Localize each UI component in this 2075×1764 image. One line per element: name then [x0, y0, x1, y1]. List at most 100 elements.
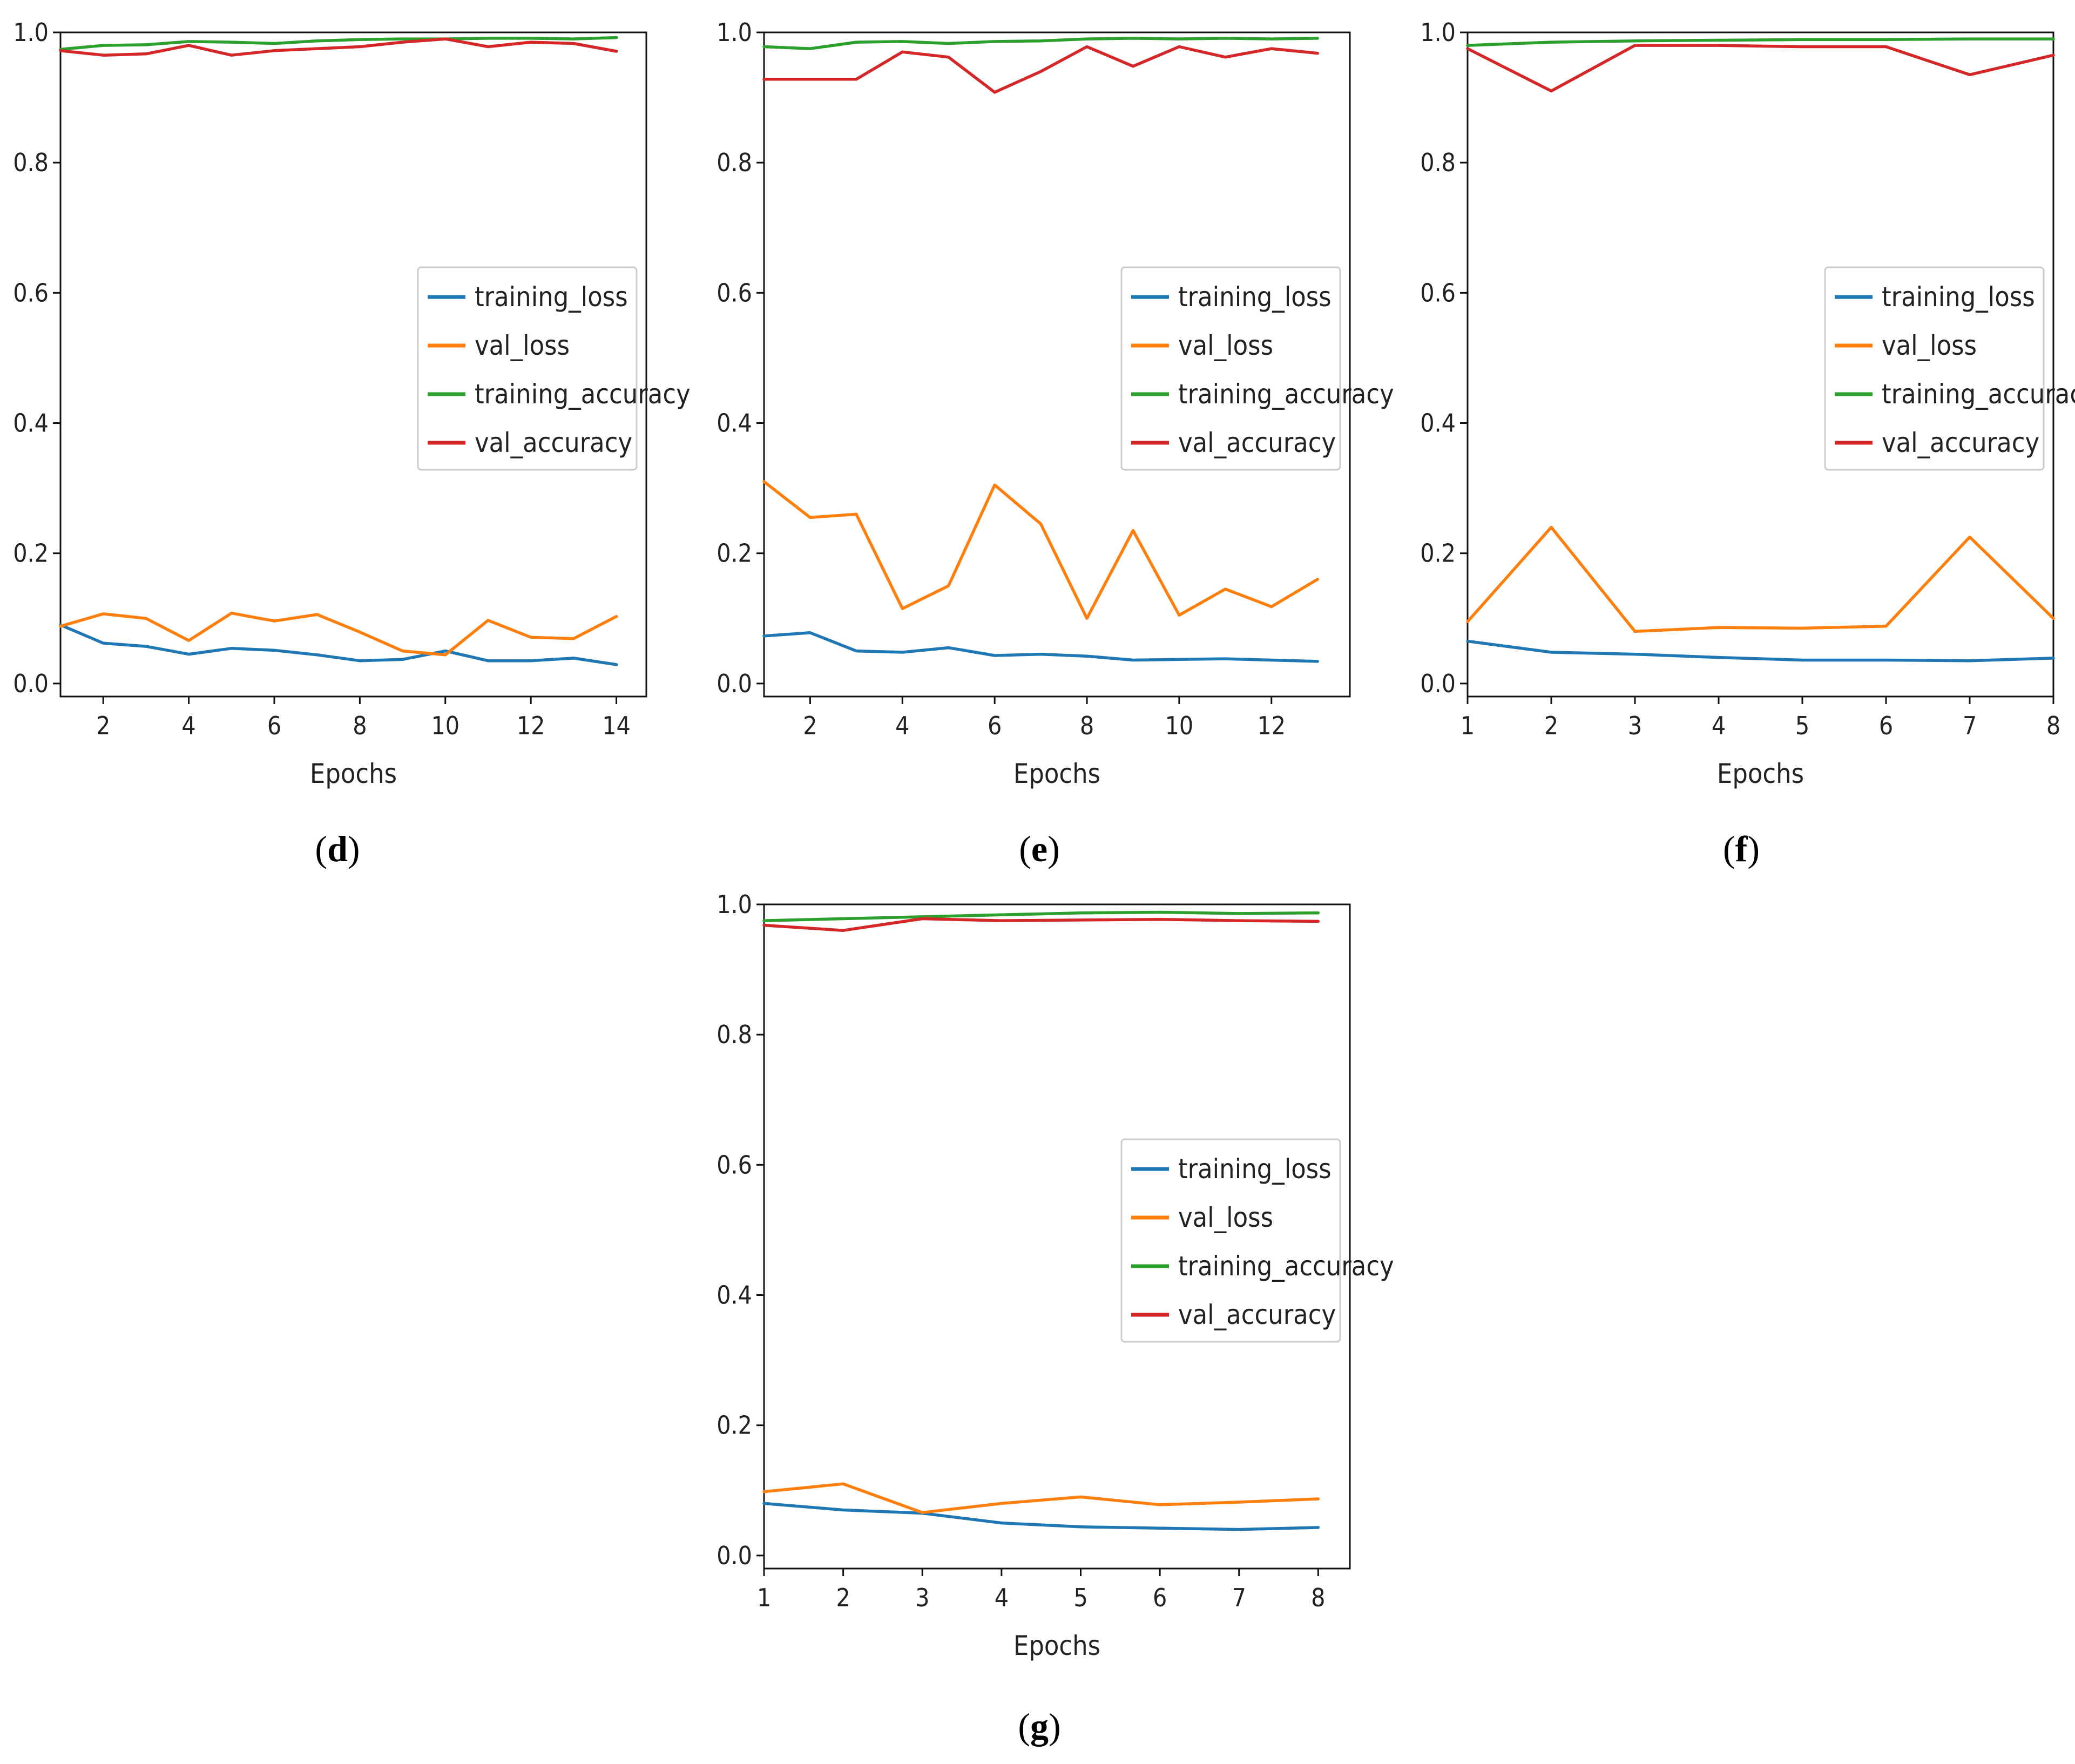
legend-label-val_loss: val_loss: [1178, 1202, 1273, 1233]
x-tick-label: 10: [1165, 711, 1194, 740]
x-tick-label: 6: [988, 711, 1002, 740]
x-tick-label: 3: [915, 1583, 929, 1612]
series-line-val_loss: [59, 611, 618, 657]
series-line-val_accuracy: [59, 37, 618, 57]
caption-paren-close: ): [348, 828, 360, 869]
legend-label-training_loss: training_loss: [1178, 281, 1331, 313]
x-tick-label: 7: [1963, 711, 1977, 740]
x-tick-label: 12: [517, 711, 545, 740]
x-tick-label: 2: [836, 1583, 850, 1612]
y-tick-label: 0.2: [717, 1411, 752, 1440]
x-tick-label: 6: [267, 711, 281, 740]
y-tick-label: 0.0: [13, 669, 49, 698]
caption-paren-open: (: [1723, 828, 1735, 869]
x-axis-title: Epochs: [1013, 1630, 1100, 1661]
x-tick-label: 6: [1153, 1583, 1167, 1612]
legend-label-val_accuracy: val_accuracy: [1178, 427, 1336, 458]
legend-label-val_accuracy: val_accuracy: [475, 427, 632, 458]
caption-paren-close: ): [1047, 828, 1060, 869]
plot-frame: [763, 903, 1351, 1570]
legend-box: [1120, 1138, 1341, 1343]
panel-caption: (g): [1018, 1706, 1060, 1747]
legend-label-val_loss: val_loss: [1882, 330, 1977, 361]
series-line-training_loss: [762, 1502, 1320, 1531]
y-tick-label: 0.2: [717, 539, 752, 568]
series-line-val_accuracy: [762, 45, 1319, 94]
y-tick-label: 0.6: [13, 278, 49, 307]
x-tick-label: 2: [803, 711, 817, 740]
x-tick-label: 8: [353, 711, 367, 740]
panel-caption: (e): [1019, 828, 1060, 869]
series-line-val_loss: [762, 1482, 1320, 1515]
y-tick-label: 0.4: [1420, 409, 1456, 438]
x-tick-label: 10: [431, 711, 459, 740]
series-line-val_accuracy: [762, 917, 1320, 932]
x-tick-label: 2: [96, 711, 110, 740]
caption-paren-close: ): [1049, 1706, 1061, 1747]
y-tick-label: 1.0: [1420, 18, 1456, 47]
plot-frame: [1466, 31, 2054, 698]
y-tick-label: 1.0: [717, 890, 752, 919]
chart-panel-g: 0.0 0.2 0.4 0.6 0.8 1.0 1 2 3 4 5 6 7 8 Epochs training…: [717, 890, 1394, 1747]
x-axis-title: Epochs: [1717, 758, 1804, 789]
legend: training_loss val_loss training_accuracyva…: [1824, 266, 2075, 471]
legend: training_loss val_loss training_accuracyva…: [1120, 1138, 1394, 1343]
legend-label-val_loss: val_loss: [1178, 330, 1273, 361]
legend-label-val_accuracy: val_accuracy: [1882, 427, 2039, 458]
legend-label-training_accuracy: training_accuracy: [1178, 379, 1394, 410]
x-tick-label: 3: [1628, 711, 1642, 740]
legend-label-training_loss: training_loss: [475, 281, 628, 313]
legend-label-training_accuracy: training_accuracy: [1178, 1251, 1394, 1282]
x-axis-title: Epochs: [310, 758, 397, 789]
series-line-val_accuracy: [1466, 44, 2055, 93]
y-tick-label: 1.0: [13, 18, 49, 47]
x-tick-label: 1: [1461, 711, 1475, 740]
y-tick-label: 0.2: [1420, 539, 1456, 568]
y-tick-label: 0.0: [717, 669, 752, 698]
legend-label-training_loss: training_loss: [1178, 1153, 1331, 1185]
y-tick-label: 0.0: [1420, 669, 1456, 698]
y-tick-label: 1.0: [717, 18, 752, 47]
caption-letter: e: [1031, 828, 1047, 869]
x-tick-label: 12: [1257, 711, 1286, 740]
y-tick-label: 0.8: [13, 148, 49, 177]
y-tick-label: 0.8: [717, 1020, 752, 1049]
y-tick-label: 0.6: [717, 278, 752, 307]
legend-box: [417, 266, 638, 471]
plot-frame: [59, 31, 647, 698]
chart-panel-e: 0.0 0.2 0.4 0.6 0.8 1.0 2 4 6 8 10 12 Epochs training…: [717, 18, 1394, 869]
series-line-training_accuracy: [59, 36, 618, 51]
y-tick-label: 0.8: [717, 148, 752, 177]
y-tick-label: 0.4: [13, 409, 49, 438]
legend-label-training_loss: training_loss: [1882, 281, 2035, 313]
x-tick-label: 6: [1879, 711, 1893, 740]
y-tick-label: 0.4: [717, 409, 752, 438]
y-tick-label: 0.0: [717, 1541, 752, 1570]
series-line-val_loss: [1466, 525, 2055, 633]
x-tick-label: 5: [1073, 1583, 1087, 1612]
x-tick-label: 1: [757, 1583, 771, 1612]
x-tick-label: 4: [181, 711, 195, 740]
x-tick-label: 8: [1080, 711, 1094, 740]
x-tick-label: 4: [1712, 711, 1726, 740]
caption-paren-open: (: [1019, 828, 1031, 869]
chart-panel-f: 0.0 0.2 0.4 0.6 0.8 1.0 1 2 3 4 5 6 7 8 Epochs training…: [1420, 18, 2075, 869]
caption-letter: g: [1030, 1706, 1049, 1747]
x-tick-label: 5: [1795, 711, 1809, 740]
caption-paren-close: ): [1747, 828, 1760, 869]
chart-panel-d: 0.0 0.2 0.4 0.6 0.8 1.0 2 4 6 8 10 12 14 Epochs traini…: [13, 18, 690, 869]
legend-label-val_accuracy: val_accuracy: [1178, 1299, 1336, 1330]
legend-label-val_loss: val_loss: [475, 330, 570, 361]
legend: training_loss val_loss training_accuracyva…: [417, 266, 691, 471]
x-tick-label: 8: [1311, 1583, 1325, 1612]
y-tick-label: 0.8: [1420, 148, 1456, 177]
x-tick-label: 7: [1232, 1583, 1246, 1612]
y-tick-label: 0.6: [717, 1150, 752, 1179]
x-tick-label: 8: [2046, 711, 2060, 740]
legend-box: [1120, 266, 1341, 471]
caption-letter: f: [1735, 828, 1748, 869]
panel-caption: (f): [1723, 828, 1760, 869]
caption-letter: d: [327, 828, 348, 869]
